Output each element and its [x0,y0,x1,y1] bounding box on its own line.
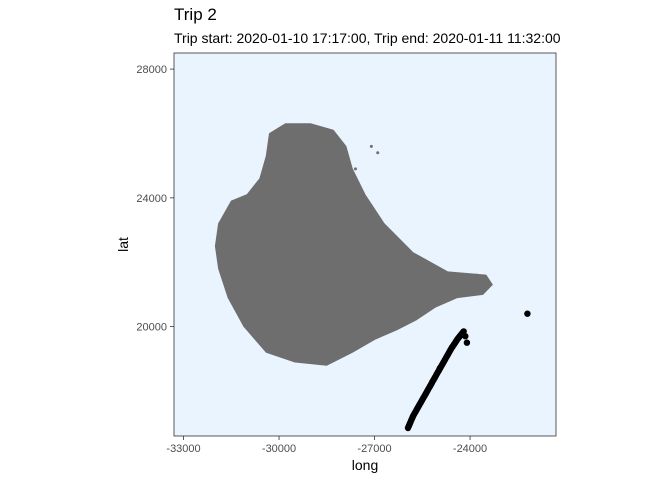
islet-1 [376,151,380,155]
island-shape [214,123,493,366]
x-tick-label: -33000 [166,443,200,455]
data-point [524,310,531,317]
x-axis: -33000 -30000 -27000 -24000 [166,436,487,455]
chart-subtitle: Trip start: 2020-01-10 17:17:00, Trip en… [174,30,561,46]
x-tick-label: -30000 [262,443,296,455]
y-tick-label: 24000 [136,193,167,205]
y-tick-label: 28000 [136,64,167,76]
x-tick-label: -27000 [357,443,391,455]
plot-panel-border [173,52,557,437]
data-point [463,339,471,346]
islet-0 [369,144,373,148]
x-tick-label: -24000 [453,443,487,455]
x-axis-title: long [352,457,378,473]
chart-title: Trip 2 [174,5,217,24]
track-point [459,329,467,336]
islet-2 [353,167,357,171]
y-axis: 20000 24000 28000 [136,64,174,334]
land-layer [214,123,493,366]
y-tick-label: 20000 [136,322,167,334]
points-layer [404,310,531,432]
y-axis-title: lat [115,237,131,252]
islet-3 [474,273,478,277]
